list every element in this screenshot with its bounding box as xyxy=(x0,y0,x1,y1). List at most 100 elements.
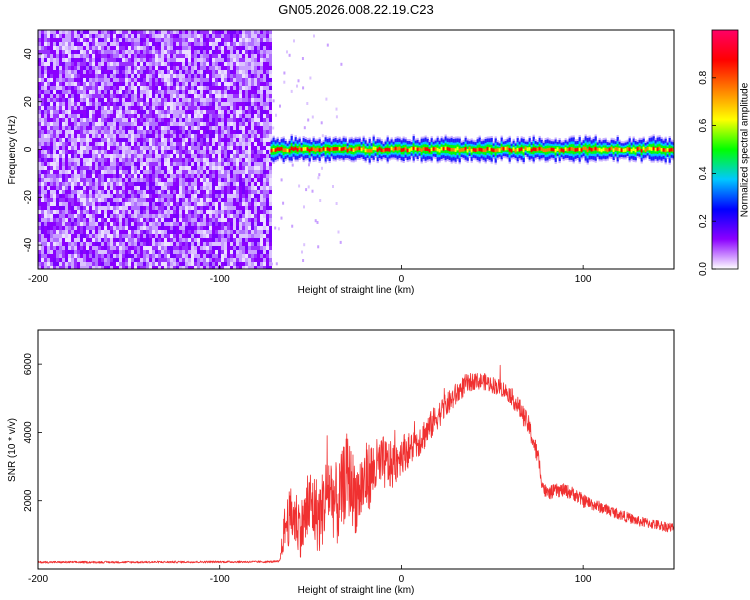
heatmap-noise-cell xyxy=(107,122,110,126)
heatmap-noise-cell xyxy=(197,130,200,134)
heatmap-scatter-cell xyxy=(305,188,308,192)
heatmap-noise-cell xyxy=(56,258,59,262)
heatmap-noise-cell xyxy=(161,170,164,174)
heatmap-noise-cell xyxy=(239,90,242,94)
heatmap-noise-cell xyxy=(56,106,59,110)
heatmap-noise-cell xyxy=(47,234,50,238)
heatmap-noise-cell xyxy=(110,234,113,238)
heatmap-noise-cell xyxy=(122,142,125,146)
heatmap-noise-cell xyxy=(263,62,266,66)
heatmap-noise-cell xyxy=(149,202,152,206)
heatmap-noise-cell xyxy=(257,90,260,94)
heatmap-noise-cell xyxy=(245,238,248,242)
heatmap-noise-cell xyxy=(71,250,74,254)
heatmap-noise-cell xyxy=(107,266,110,269)
heatmap-noise-cell xyxy=(158,214,161,218)
heatmap-noise-cell xyxy=(236,46,239,50)
heatmap-noise-cell xyxy=(206,50,209,54)
heatmap-noise-cell xyxy=(239,126,242,130)
heatmap-noise-cell xyxy=(41,82,44,86)
heatmap-noise-cell xyxy=(209,166,212,170)
heatmap-noise-cell xyxy=(53,118,56,122)
heatmap-noise-cell xyxy=(131,110,134,114)
heatmap-scatter-cell xyxy=(303,243,306,247)
heatmap-noise-cell xyxy=(218,82,221,86)
heatmap-noise-cell xyxy=(77,250,80,254)
heatmap-noise-cell xyxy=(137,222,140,226)
heatmap-noise-cell xyxy=(131,70,134,74)
heatmap-noise-cell xyxy=(176,58,179,62)
heatmap-noise-cell xyxy=(230,118,233,122)
heatmap-noise-cell xyxy=(158,34,161,38)
heatmap-noise-cell xyxy=(179,246,182,250)
signal-band-core xyxy=(322,147,325,151)
heatmap-noise-cell xyxy=(56,202,59,206)
heatmap-noise-cell xyxy=(149,30,152,34)
heatmap-noise-cell xyxy=(236,142,239,146)
heatmap-noise-cell xyxy=(170,178,173,182)
heatmap-noise-cell xyxy=(248,70,251,74)
heatmap-noise-cell xyxy=(101,262,104,266)
heatmap-noise-cell xyxy=(164,38,167,42)
heatmap-noise-cell xyxy=(110,190,113,194)
heatmap-noise-cell xyxy=(164,150,167,154)
heatmap-noise-cell xyxy=(62,262,65,266)
heatmap-noise-cell xyxy=(101,30,104,34)
heatmap-noise-cell xyxy=(167,250,170,254)
heatmap-noise-cell xyxy=(161,162,164,166)
heatmap-noise-cell xyxy=(251,202,254,206)
heatmap-noise-cell xyxy=(107,102,110,106)
heatmap-noise-cell xyxy=(236,42,239,46)
heatmap-noise-cell xyxy=(161,202,164,206)
heatmap-noise-cell xyxy=(170,214,173,218)
heatmap-noise-cell xyxy=(164,50,167,54)
heatmap-noise-cell xyxy=(152,174,155,178)
heatmap-noise-cell xyxy=(134,34,137,38)
heatmap-noise-cell xyxy=(251,218,254,222)
heatmap-noise-cell xyxy=(215,186,218,190)
heatmap-noise-cell xyxy=(107,130,110,134)
heatmap-noise-cell xyxy=(113,246,116,250)
heatmap-noise-cell xyxy=(179,126,182,130)
heatmap-noise-cell xyxy=(89,42,92,46)
heatmap-noise-cell xyxy=(170,58,173,62)
heatmap-noise-cell xyxy=(122,162,125,166)
heatmap-noise-cell xyxy=(260,126,263,130)
heatmap-noise-cell xyxy=(92,130,95,134)
heatmap-noise-cell xyxy=(107,90,110,94)
heatmap-noise-cell xyxy=(242,94,245,98)
heatmap-noise-cell xyxy=(158,242,161,246)
heatmap-noise-cell xyxy=(182,58,185,62)
heatmap-noise-cell xyxy=(224,162,227,166)
heatmap-noise-cell xyxy=(269,154,272,158)
heatmap-noise-cell xyxy=(110,154,113,158)
heatmap-noise-cell xyxy=(236,122,239,126)
heatmap-noise-cell xyxy=(260,78,263,82)
heatmap-noise-cell xyxy=(152,90,155,94)
heatmap-noise-cell xyxy=(80,242,83,246)
heatmap-noise-cell xyxy=(215,34,218,38)
heatmap-noise-cell xyxy=(158,178,161,182)
heatmap-noise-cell xyxy=(119,206,122,210)
heatmap-noise-cell xyxy=(185,254,188,258)
heatmap-noise-cell xyxy=(215,214,218,218)
heatmap-noise-cell xyxy=(176,206,179,210)
heatmap-noise-cell xyxy=(266,122,269,126)
heatmap-noise-cell xyxy=(44,82,47,86)
heatmap-noise-cell xyxy=(41,150,44,154)
heatmap-noise-cell xyxy=(137,258,140,262)
heatmap-noise-cell xyxy=(218,258,221,262)
heatmap-noise-cell xyxy=(203,238,206,242)
heatmap-noise-cell xyxy=(158,150,161,154)
heatmap-noise-cell xyxy=(110,82,113,86)
heatmap-noise-cell xyxy=(185,94,188,98)
heatmap-noise-cell xyxy=(230,122,233,126)
heatmap-noise-cell xyxy=(203,262,206,266)
heatmap-noise-cell xyxy=(248,134,251,138)
heatmap-noise-cell xyxy=(161,126,164,130)
heatmap-noise-cell xyxy=(224,190,227,194)
heatmap-noise-cell xyxy=(236,150,239,154)
heatmap-noise-cell xyxy=(59,166,62,170)
heatmap-noise-cell xyxy=(170,118,173,122)
heatmap-noise-cell xyxy=(224,266,227,269)
